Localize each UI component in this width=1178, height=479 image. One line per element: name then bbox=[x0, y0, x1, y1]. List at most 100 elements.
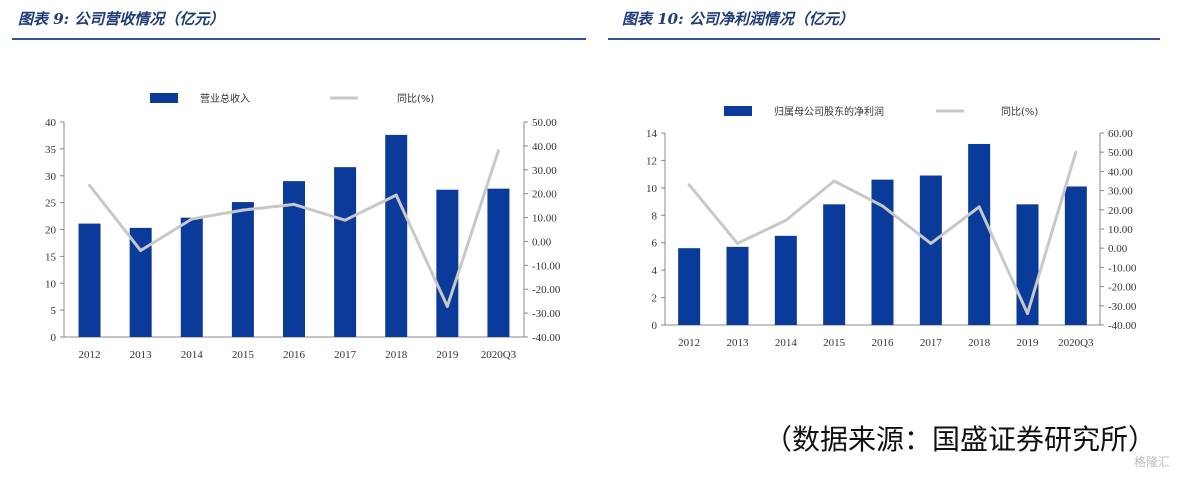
bar bbox=[919, 175, 942, 325]
x-tick-label: 2016 bbox=[872, 337, 895, 349]
right-y-tick-label: -40.00 bbox=[532, 332, 561, 344]
x-tick-label: 2018 bbox=[968, 337, 991, 349]
yoy-point bbox=[784, 218, 788, 222]
bar bbox=[726, 246, 749, 325]
x-tick-label: 2013 bbox=[727, 337, 750, 349]
right-y-tick-label: 0.00 bbox=[532, 236, 552, 248]
chart-2-title: 图表 10: 公司净利润情况（亿元） bbox=[622, 10, 854, 28]
right-y-tick-label: -30.00 bbox=[532, 308, 561, 320]
left-y-tick-label: 15 bbox=[45, 251, 57, 263]
yoy-point bbox=[1074, 150, 1078, 154]
bar bbox=[129, 227, 152, 337]
right-y-tick-label: 10.00 bbox=[532, 213, 557, 225]
yoy-point bbox=[241, 208, 245, 212]
x-tick-label: 2014 bbox=[181, 349, 204, 361]
yoy-point bbox=[832, 179, 836, 183]
bar bbox=[385, 134, 408, 337]
yoy-point bbox=[929, 241, 933, 245]
legend-bar-label: 营业总收入 bbox=[200, 92, 250, 105]
right-y-tick-label: 20.00 bbox=[532, 189, 557, 201]
right-y-tick-label: -10.00 bbox=[1108, 262, 1137, 274]
x-tick-label: 2013 bbox=[130, 349, 153, 361]
right-y-tick-label: -20.00 bbox=[532, 284, 561, 296]
watermark-logo: 格隆汇 bbox=[1133, 455, 1170, 469]
bar bbox=[1064, 186, 1087, 325]
yoy-point bbox=[292, 202, 296, 206]
left-y-tick-label: 12 bbox=[646, 155, 657, 167]
legend-bar-swatch bbox=[150, 93, 178, 103]
bar bbox=[871, 179, 894, 325]
yoy-point bbox=[1026, 311, 1029, 315]
left-y-tick-label: 0 bbox=[652, 320, 658, 332]
bar bbox=[774, 235, 797, 325]
chart-1-revenue: 0 5 10 15 20 25 30 35 40 -40.00 -30.00 -20.00 -10.00… bbox=[45, 92, 561, 361]
left-y-tick-label: 35 bbox=[45, 144, 57, 156]
right-y-tick-label: 30.00 bbox=[532, 165, 557, 177]
legend-line-label: 同比(%) bbox=[1001, 106, 1038, 118]
x-tick-label: 2020Q3 bbox=[481, 349, 517, 361]
right-y-tick-label: 30.00 bbox=[1108, 186, 1133, 198]
left-y-tick-label: 25 bbox=[45, 198, 57, 210]
left-y-tick-label: 10 bbox=[45, 278, 57, 290]
yoy-point bbox=[343, 218, 347, 222]
bar bbox=[231, 202, 254, 337]
x-tick-label: 2012 bbox=[79, 349, 101, 361]
chart-2-title-rule bbox=[608, 38, 1160, 40]
x-tick-label: 2014 bbox=[775, 337, 798, 349]
bar bbox=[78, 223, 101, 337]
bar bbox=[283, 181, 305, 337]
x-tick-label: 2017 bbox=[920, 337, 943, 349]
left-y-tick-label: 6 bbox=[652, 238, 658, 250]
yoy-point bbox=[977, 205, 981, 209]
left-y-tick-label: 5 bbox=[51, 305, 57, 317]
right-y-tick-label: 50.00 bbox=[532, 117, 557, 129]
chart-1-title-rule bbox=[12, 38, 586, 40]
left-y-tick-label: 30 bbox=[45, 171, 57, 183]
x-tick-label: 2015 bbox=[232, 349, 255, 361]
x-tick-label: 2020Q3 bbox=[1058, 337, 1094, 349]
yoy-point bbox=[445, 304, 449, 308]
x-tick-label: 2016 bbox=[283, 349, 306, 361]
right-y-tick-label: 40.00 bbox=[532, 141, 557, 153]
right-y-tick-label: 40.00 bbox=[1108, 166, 1133, 178]
legend-line-label: 同比(%) bbox=[397, 93, 434, 105]
right-y-tick-label: -40.00 bbox=[1108, 320, 1137, 332]
bar bbox=[968, 143, 991, 325]
yoy-point bbox=[881, 204, 884, 208]
bar bbox=[823, 204, 846, 325]
yoy-point bbox=[88, 183, 92, 187]
yoy-point bbox=[496, 149, 500, 153]
x-tick-label: 2018 bbox=[385, 349, 408, 361]
left-y-tick-label: 14 bbox=[646, 128, 658, 140]
left-y-tick-label: 2 bbox=[652, 293, 658, 305]
x-tick-label: 2019 bbox=[436, 349, 459, 361]
bar bbox=[180, 217, 203, 337]
yoy-point bbox=[394, 193, 398, 197]
right-y-tick-label: -20.00 bbox=[1108, 282, 1137, 294]
right-y-tick-label: 0.00 bbox=[1108, 243, 1128, 255]
right-y-tick-label: -30.00 bbox=[1108, 301, 1137, 313]
left-y-tick-label: 0 bbox=[51, 332, 57, 344]
x-tick-label: 2017 bbox=[334, 349, 357, 361]
right-y-tick-label: 10.00 bbox=[1108, 224, 1133, 236]
yoy-point bbox=[190, 217, 194, 221]
bar bbox=[1016, 204, 1039, 325]
yoy-point bbox=[736, 241, 739, 245]
chart-2-net-profit: 0 2 4 6 8 10 12 14 -40.00 -30.00 -20.00 -10.00 0.00 1… bbox=[646, 105, 1137, 349]
x-tick-label: 2015 bbox=[823, 337, 846, 349]
right-y-tick-label: -10.00 bbox=[532, 260, 561, 272]
yoy-point bbox=[139, 249, 143, 253]
x-tick-label: 2012 bbox=[678, 337, 700, 349]
legend-bar-swatch bbox=[724, 106, 752, 116]
yoy-point bbox=[687, 183, 691, 187]
right-y-tick-label: 50.00 bbox=[1108, 147, 1133, 159]
right-y-tick-label: 20.00 bbox=[1108, 205, 1133, 217]
bar bbox=[436, 189, 459, 337]
chart-1-title: 图表 9: 公司营收情况（亿元） bbox=[18, 10, 225, 28]
bar bbox=[487, 188, 510, 337]
source-note: （数据来源：国盛证券研究所） bbox=[763, 423, 1156, 456]
bar bbox=[678, 248, 701, 325]
legend-bar-label: 归属母公司股东的净利润 bbox=[774, 105, 884, 118]
left-y-tick-label: 8 bbox=[652, 210, 658, 222]
right-y-tick-label: 60.00 bbox=[1108, 128, 1133, 140]
